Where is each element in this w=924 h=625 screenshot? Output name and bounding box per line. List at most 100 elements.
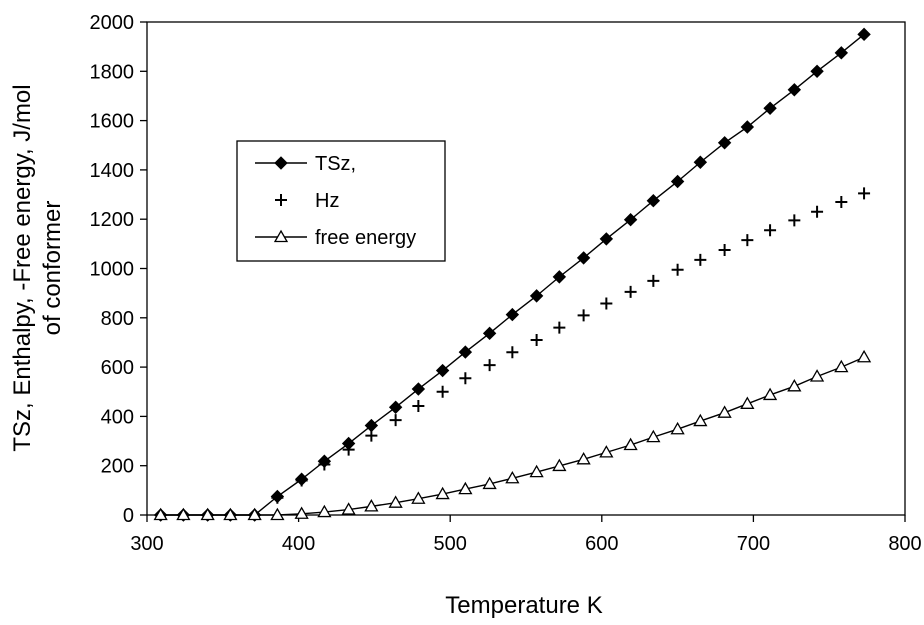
y-tick-label: 2000 [90,12,135,34]
data-point [717,405,732,418]
data-point [741,234,754,247]
data-point [576,451,591,465]
x-tick-label: 400 [282,533,315,555]
legend-item: Hz [275,190,339,212]
data-point [270,507,285,521]
data-point [412,400,425,413]
data-point [458,481,473,495]
y-axis-title-line1: TSz, Enthalpy, -Free energy, J/mol [9,84,36,451]
data-point [624,285,637,298]
data-point [646,429,661,443]
series-line [160,356,865,516]
x-tick-label: 300 [130,533,163,555]
data-point [788,214,801,227]
data-point [693,155,708,169]
data-point [389,414,402,427]
x-tick-label: 600 [585,533,618,555]
legend: TSz, Hz free energy [236,140,446,262]
data-point [623,212,638,227]
data-point [459,372,472,385]
data-point [600,297,613,310]
data-point [435,486,450,500]
data-point [435,363,450,378]
data-point [623,437,638,451]
y-tick-label: 1400 [90,160,135,182]
data-point [718,244,731,257]
data-point [506,346,519,359]
legend-marker [274,156,288,170]
data-point [857,27,871,42]
data-point [834,359,849,373]
legend-label: Hz [315,190,339,212]
data-point [388,400,403,414]
y-tick-label: 0 [123,505,134,527]
y-tick-label: 1000 [90,259,135,281]
data-point [505,470,520,484]
y-tick-label: 1800 [90,61,135,83]
data-point [717,136,732,150]
series-triangle [153,349,872,521]
x-tick-label: 500 [434,533,467,555]
data-point [411,491,426,504]
data-point [483,359,496,372]
y-tick-label: 400 [101,406,134,428]
data-point [271,491,284,504]
data-point [693,413,708,427]
data-point [294,506,309,519]
data-point [529,289,544,303]
legend-box [236,140,446,262]
data-point [552,270,567,284]
data-point [740,120,755,134]
data-point [647,274,660,287]
data-point [317,504,332,518]
data-point [834,46,849,60]
x-tick-label: 700 [737,533,770,555]
series-line [160,33,865,516]
data-point [810,64,824,79]
axes: 300 400 500 600 700 800 0 200 400 600 800 1000 1200 1… [90,12,922,555]
plot-frame [146,21,906,516]
legend-item: free energy [255,227,416,249]
data-point [856,349,872,363]
data-point [247,507,262,521]
legend-item: TSz, [255,153,356,175]
data-point [576,251,591,265]
data-point [388,495,403,508]
legend-label: TSz, [315,153,356,175]
data-point [505,307,520,322]
data-point [176,507,191,521]
data-point [835,195,848,208]
data-point [762,387,778,401]
data-point [411,382,426,396]
data-point [671,263,684,276]
data-point [599,445,614,458]
data-point [764,224,777,237]
x-axis-title: Temperature K [445,592,602,619]
legend-label: free energy [315,227,416,249]
data-point [670,174,685,189]
data-point [694,253,707,266]
data-point [740,396,755,409]
data-point [763,101,777,115]
data-point [223,507,238,521]
data-point [482,476,497,490]
y-tick-label: 1600 [90,111,135,133]
data-point [646,194,661,208]
data-point [529,464,544,478]
y-tick-label: 800 [101,308,134,330]
data-point [482,326,497,341]
data-point [318,458,331,471]
data-point [153,507,168,521]
data-point [577,309,590,322]
data-point [436,385,449,398]
data-point [200,507,215,521]
data-point [787,379,802,392]
y-tick-label: 600 [101,357,134,379]
data-point [365,429,378,442]
legend-marker [273,229,289,243]
data-point [553,321,566,334]
data-point [599,232,614,246]
data-point [787,83,802,97]
